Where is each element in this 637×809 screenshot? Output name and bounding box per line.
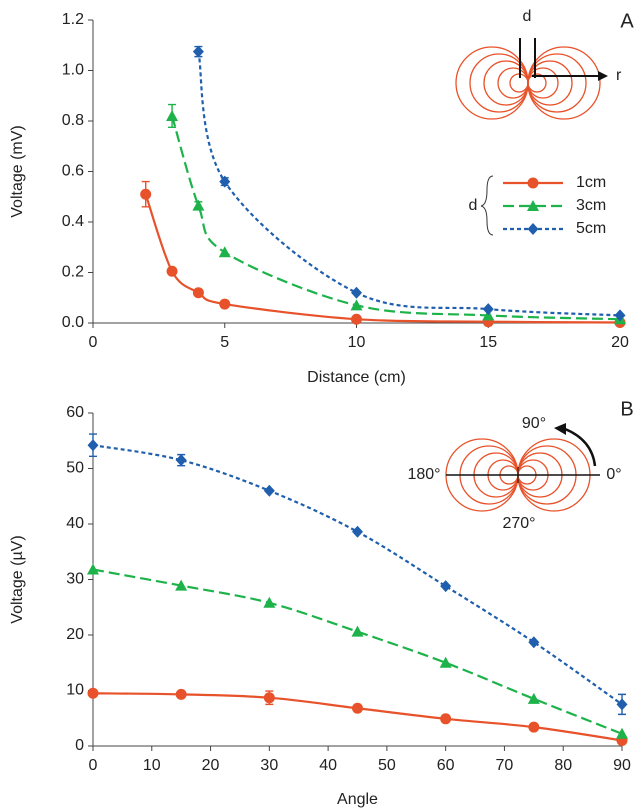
x-axis-label: Distance (cm) xyxy=(307,369,406,386)
y-tick-label: 30 xyxy=(66,571,84,588)
x-tick-label: 15 xyxy=(479,334,497,351)
curve xyxy=(92,444,623,706)
point xyxy=(482,303,494,316)
x-tick-label: 10 xyxy=(143,757,161,774)
point xyxy=(616,727,628,739)
curve xyxy=(170,115,621,321)
point xyxy=(351,313,362,325)
x-tick-label: 10 xyxy=(348,334,366,351)
point xyxy=(166,265,178,277)
legend-bracket xyxy=(480,175,494,236)
x-tick-label: 20 xyxy=(611,334,629,351)
point xyxy=(528,721,540,733)
y-tick-label: 0.4 xyxy=(62,213,84,230)
y-tick-label: 0 xyxy=(75,737,84,754)
point xyxy=(352,702,363,714)
point xyxy=(175,688,187,700)
y-tick-label: 10 xyxy=(66,682,84,699)
y-tick-label: 0.2 xyxy=(62,264,84,281)
panel-label: A xyxy=(620,10,634,32)
annotation: 0° xyxy=(606,466,621,483)
point xyxy=(263,484,275,497)
x-tick-label: 5 xyxy=(220,334,229,351)
point xyxy=(87,563,99,575)
x-tick-label: 70 xyxy=(496,757,514,774)
legend-label: 5cm xyxy=(576,220,606,237)
point xyxy=(614,309,626,322)
x-tick-label: 20 xyxy=(202,757,220,774)
x-tick-label: 80 xyxy=(554,757,572,774)
point xyxy=(440,580,452,593)
legend-marker xyxy=(527,177,539,189)
curve xyxy=(92,692,623,742)
point xyxy=(166,109,179,121)
legend-marker xyxy=(527,200,539,211)
y-tick-label: 20 xyxy=(66,626,84,643)
point xyxy=(527,692,540,704)
x-tick-label: 0 xyxy=(89,757,98,774)
point xyxy=(350,299,363,311)
point xyxy=(87,687,99,699)
point xyxy=(87,439,99,452)
point xyxy=(219,175,231,188)
panel-label: B xyxy=(620,398,633,420)
point xyxy=(528,636,540,649)
y-tick-label: 0.6 xyxy=(62,163,84,180)
x-tick-label: 60 xyxy=(437,757,455,774)
x-tick-label: 0 xyxy=(89,334,98,351)
x-tick-label: 90 xyxy=(613,757,631,774)
point xyxy=(616,698,628,711)
point xyxy=(175,454,187,467)
point xyxy=(192,287,204,299)
legend-title: d xyxy=(469,197,478,214)
annotation: 180° xyxy=(407,466,440,483)
y-tick-label: 60 xyxy=(66,404,84,421)
point xyxy=(440,713,452,725)
annotation: 270° xyxy=(502,515,535,532)
y-tick-label: 0.8 xyxy=(62,112,84,129)
annotation: r xyxy=(616,67,622,84)
curve xyxy=(197,51,621,317)
point xyxy=(192,45,204,58)
point xyxy=(263,596,276,608)
y-tick-label: 1.0 xyxy=(62,62,84,79)
point xyxy=(351,625,364,637)
y-tick-label: 1.2 xyxy=(62,11,84,28)
y-tick-label: 0.0 xyxy=(62,314,84,331)
y-axis-label: Voltage (µV) xyxy=(9,535,26,623)
point xyxy=(175,579,188,591)
point xyxy=(140,188,152,200)
y-tick-label: 50 xyxy=(66,460,84,477)
y-tick-label: 40 xyxy=(66,515,84,532)
x-tick-label: 40 xyxy=(319,757,337,774)
point xyxy=(263,692,275,704)
point xyxy=(439,656,452,668)
point xyxy=(219,298,231,310)
point xyxy=(192,199,205,211)
legend-marker xyxy=(527,223,539,235)
legend-label: 3cm xyxy=(576,197,606,214)
point xyxy=(351,286,362,299)
point xyxy=(218,246,231,258)
point xyxy=(352,525,363,538)
annotation: 90° xyxy=(522,415,546,432)
x-tick-label: 50 xyxy=(378,757,396,774)
y-axis-label: Voltage (mV) xyxy=(9,125,26,217)
inset-a xyxy=(455,38,608,120)
annotation: d xyxy=(523,8,532,25)
x-axis-label: Angle xyxy=(337,791,378,808)
legend-label: 1cm xyxy=(576,174,606,191)
inset-b xyxy=(445,423,600,512)
x-tick-label: 30 xyxy=(260,757,278,774)
